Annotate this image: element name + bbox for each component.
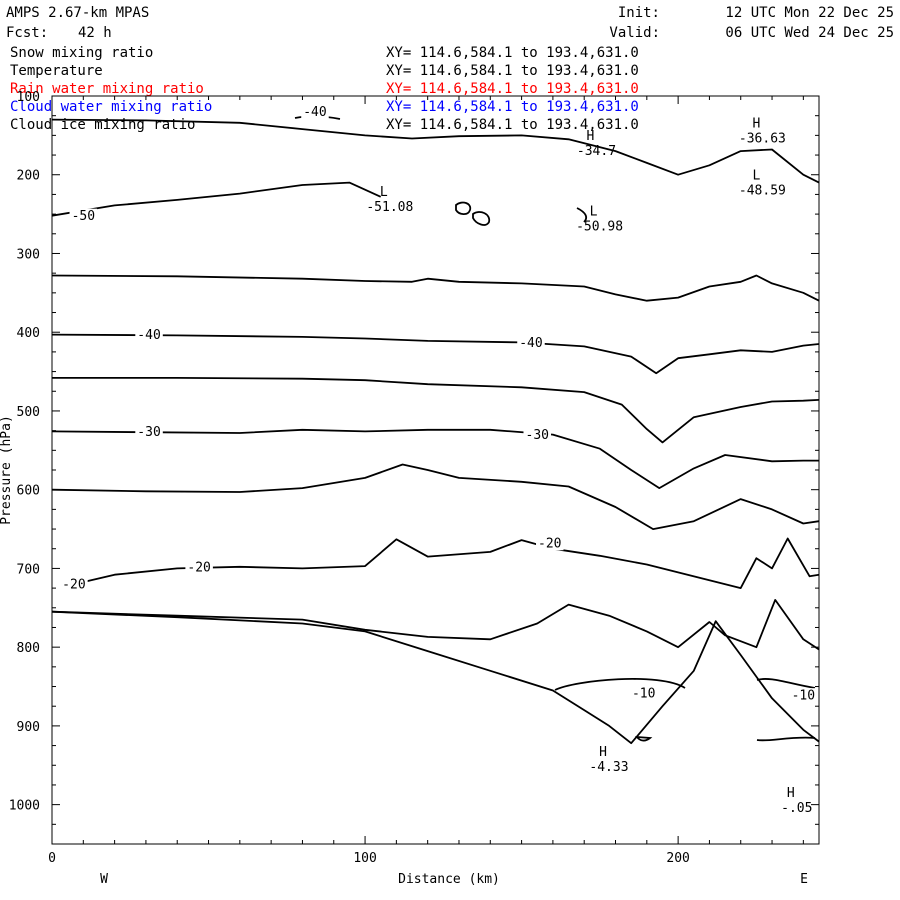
isotherm-line [51,599,820,651]
legend-field-name: Temperature [10,63,103,79]
extremum-value: -.05 [781,801,812,816]
contour-label-bg [789,688,818,703]
isotherm-line [51,118,820,184]
isotherm-line [51,274,820,302]
isotherm-line [51,428,819,490]
contour-label-bg [517,335,545,350]
contour-label: -30 [526,428,549,443]
y-tick-label: 600 [17,484,40,499]
valid-value: 06 UTC Wed 24 Dec 25 [725,25,894,41]
west-label: W [100,872,108,887]
closed-contour-4 [554,678,686,691]
field-legend: Snow mixing ratio XY= 114.6,584.1 to 193.… [10,45,639,133]
extremum-type: H [787,786,795,801]
contour-label: -10 [632,686,655,701]
isotherm-line [51,181,382,217]
contour-label: -20 [187,560,210,575]
x-tick-label: 0 [48,851,56,866]
closed-contours [294,115,816,742]
contour-label-bg [60,577,88,592]
legend-field-range: XY= 114.6,584.1 to 193.4,631.0 [386,45,639,61]
init-value: 12 UTC Mon 22 Dec 25 [725,5,894,21]
closed-contour-1 [455,201,472,216]
extremum-value: -4.33 [589,760,628,775]
contour-label: -20 [538,537,561,552]
extremum-value: -34.7 [577,144,616,159]
contour-label: -50 [72,209,95,224]
legend-field-range: XY= 114.6,584.1 to 193.4,631.0 [386,63,639,79]
extremum-type: H [752,116,760,131]
contour-labels: -40 -50 -40 -40 -30 -30 -20 -20 -20 -10 -10 [60,104,818,704]
x-axis: 0 100 200 [48,96,804,866]
extremum-type: L [590,205,598,220]
legend-field-range: XY= 114.6,584.1 to 193.4,631.0 [386,81,639,97]
y-tick-label: 200 [17,169,40,184]
east-label: E [800,872,808,887]
contour-label-bg [135,424,163,439]
legend-field-name: Cloud water mixing ratio [10,99,212,115]
extremum-value: -51.08 [366,200,413,215]
contour-label-bg [523,427,551,442]
y-tick-label: 300 [17,247,40,262]
extremum-value: -50.98 [576,220,623,235]
legend-field-name: Rain water mixing ratio [10,81,204,97]
x-tick-label: 100 [353,851,376,866]
contour-label-bg [185,559,213,574]
contour-label: -20 [62,578,85,593]
closed-contour-2 [472,211,491,226]
closed-contour-6 [756,678,816,689]
y-tick-label: 1000 [9,799,40,814]
contour-label: -40 [519,336,542,351]
isotherm-line [51,333,820,375]
y-tick-label: 400 [17,326,40,341]
extrema-markers: L-51.08 L-50.98H-34.7H-36.63L-48.59H-4.33… [366,116,812,815]
forecast-label: Fcst: [6,25,48,41]
y-axis-label: Pressure (hPa) [0,415,14,525]
valid-label: Valid: [609,25,660,41]
closed-contour-5 [635,735,653,742]
x-tick-label: 200 [666,851,689,866]
contour-label: -40 [303,105,326,120]
contour-label-bg [69,208,98,223]
isotherm-line [51,463,820,530]
y-axis: 100 200 300 400 500 600 700 800 900 1000 [9,90,819,845]
y-tick-label: 800 [17,641,40,656]
extremum-type: L [380,185,388,200]
forecast-value: 42 h [78,25,112,41]
x-axis-label: Distance (km) [398,872,500,887]
y-tick-label: 700 [17,562,40,577]
extremum-type: H [599,745,607,760]
contour-label-bg [301,104,329,119]
extremum-value: -36.63 [739,131,786,146]
contour-label-bg [536,536,564,551]
contour-label-bg [135,327,163,342]
isotherm-line [51,610,820,745]
contour-label: -40 [137,328,160,343]
legend-field-name: Snow mixing ratio [10,45,153,61]
contour-label-bg [629,685,658,700]
extremum-type: L [752,168,760,183]
isotherm-line [52,376,820,444]
isotherm-contours [51,118,820,745]
init-label: Init: [618,5,660,21]
y-tick-label: 500 [17,405,40,420]
contour-label: -10 [792,689,815,704]
y-tick-label: 100 [17,90,40,105]
plot-frame [51,95,820,845]
chart-title: AMPS 2.67-km MPAS [6,5,149,21]
extremum-type: H [587,129,595,144]
closed-contour-7 [756,736,816,742]
closed-contour-3 [576,207,588,223]
extremum-value: -48.59 [739,183,786,198]
legend-field-range: XY= 114.6,584.1 to 193.4,631.0 [386,117,639,133]
legend-field-range: XY= 114.6,584.1 to 193.4,631.0 [386,99,639,115]
contour-label: -30 [137,425,160,440]
y-tick-label: 900 [17,720,40,735]
